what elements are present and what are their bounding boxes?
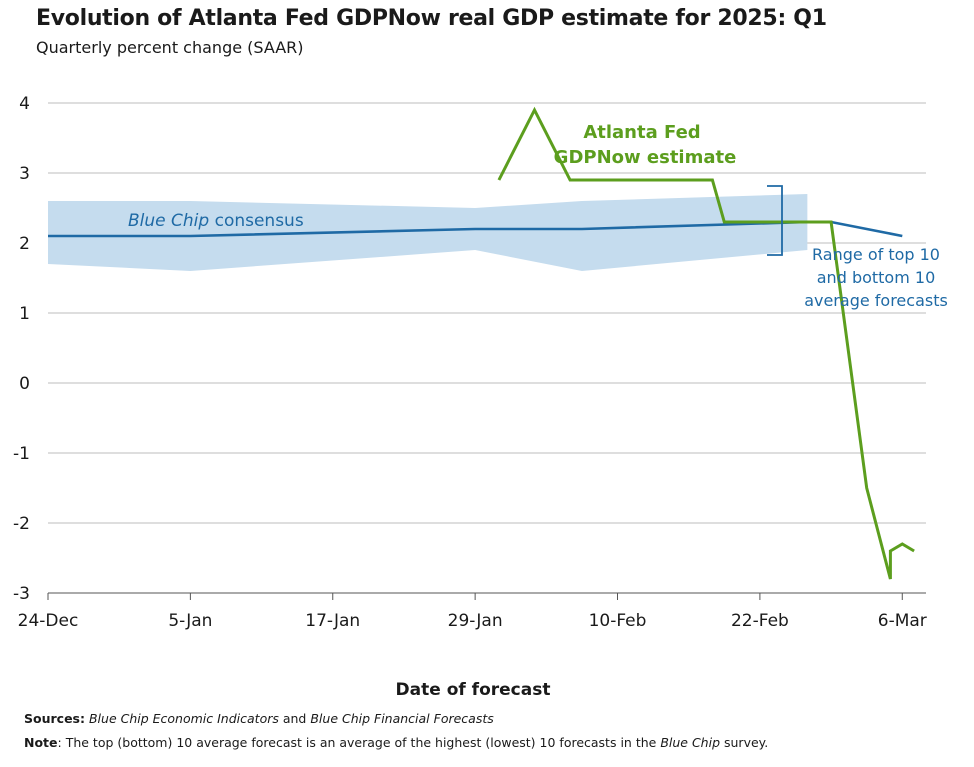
- y-tick-label: 3: [19, 164, 30, 184]
- y-tick-label: 0: [19, 374, 30, 394]
- x-axis-label: Date of forecast: [395, 680, 551, 700]
- x-tick-label: 22-Feb: [731, 611, 789, 631]
- chart-subtitle: Quarterly percent change (SAAR): [36, 38, 304, 57]
- gdpnow-label-line2: GDPNow estimate: [554, 147, 737, 168]
- range-label-line1: Range of top 10: [812, 245, 940, 264]
- x-tick-label: 17-Jan: [305, 611, 360, 631]
- chart-title: Evolution of Atlanta Fed GDPNow real GDP…: [36, 6, 827, 31]
- sources-part2: Blue Chip Financial Forecasts: [310, 711, 494, 726]
- range-label-line2: and bottom 10: [817, 268, 936, 287]
- note-label: Note: [24, 735, 58, 750]
- sources-and: and: [278, 711, 311, 726]
- range-label-line3: average forecasts: [804, 291, 948, 310]
- range-bracket: [767, 185, 783, 256]
- y-tick-label: -1: [13, 444, 30, 464]
- y-tick-label: -2: [13, 514, 30, 534]
- sources-line: Sources: Blue Chip Economic Indicators a…: [24, 711, 494, 726]
- note-text2: survey.: [720, 735, 769, 750]
- blue-chip-consensus-label: Blue Chip consensus: [128, 211, 304, 231]
- x-tick-label: 6-Mar: [878, 611, 927, 631]
- x-tick-label: 24-Dec: [18, 611, 79, 631]
- note-line: Note: The top (bottom) 10 average foreca…: [24, 733, 904, 752]
- note-blue-chip: Blue Chip: [660, 735, 721, 750]
- y-tick-label: 1: [19, 304, 30, 324]
- sources-label: Sources:: [24, 711, 85, 726]
- range-band: [48, 194, 808, 271]
- x-tick-label: 5-Jan: [168, 611, 212, 631]
- gdpnow-label-line1: Atlanta Fed: [583, 122, 700, 143]
- gdpnow-estimate-line: [497, 106, 915, 580]
- y-tick-label: 2: [19, 234, 30, 254]
- y-tick-label: -3: [13, 584, 30, 604]
- chart-plot: 4 3 2 1 0 -1 -2 -3 24-Dec 5-Jan 17-Jan 29-Jan 10-Feb…: [13, 94, 948, 631]
- x-tick-label: 29-Jan: [448, 611, 503, 631]
- y-tick-label: 4: [19, 94, 30, 114]
- x-tick-label: 10-Feb: [589, 611, 647, 631]
- note-text1: : The top (bottom) 10 average forecast i…: [57, 735, 661, 750]
- sources-part1: Blue Chip Economic Indicators: [88, 711, 279, 726]
